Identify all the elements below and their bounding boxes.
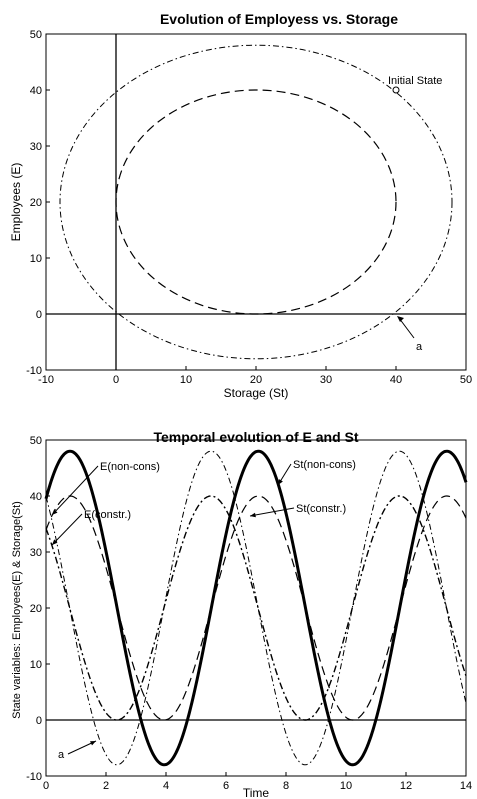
annotation-label: E(non-cons) xyxy=(100,461,160,473)
a-arrow-head xyxy=(397,316,404,322)
chart-2: Temporal evolution of E and St 0 2 4 6 8 10 12… xyxy=(11,429,472,799)
annotation-leader xyxy=(51,513,83,546)
y-tick-label: 0 xyxy=(36,715,42,727)
annotation-arrow-head xyxy=(52,509,58,515)
chart-1-ylabel: Employees (E) xyxy=(9,163,23,242)
chart-2-frame xyxy=(45,439,467,777)
annotation-label: a xyxy=(58,749,65,761)
x-tick-label: 20 xyxy=(250,374,262,386)
annotation-label: St(constr.) xyxy=(296,503,346,515)
series-line-2 xyxy=(45,495,467,721)
initial-state-marker xyxy=(392,86,400,94)
x-tick-label: 14 xyxy=(460,780,472,792)
chart-2-series xyxy=(44,449,468,767)
a-arrow xyxy=(398,317,415,339)
y-tick-label: 50 xyxy=(30,29,42,41)
annotation-leader xyxy=(249,507,295,517)
y-tick-label: 40 xyxy=(30,85,42,97)
x-tick-label: -10 xyxy=(38,374,54,386)
chart-1: Evolution of Employess vs. Storage -10 0 1… xyxy=(9,11,472,400)
chart-1-ticks: -10 0 10 20 30 40 50 -10 0 10 20 30 40 50 xyxy=(26,29,472,386)
y-tick-label: 10 xyxy=(30,659,42,671)
annotation-label: E(constr.) xyxy=(84,509,131,521)
x-tick-label: 40 xyxy=(390,374,402,386)
chart-1-annotations: Initial State a xyxy=(388,75,442,353)
y-tick-label: 30 xyxy=(30,547,42,559)
chart-1-series xyxy=(59,44,453,360)
x-tick-label: 6 xyxy=(223,780,229,792)
annotation-arrow-head xyxy=(52,539,58,545)
y-tick-label: -10 xyxy=(26,771,42,783)
chart-2-title: Temporal evolution of E and St xyxy=(153,429,358,445)
x-tick-label: 10 xyxy=(340,780,352,792)
chart-2-xlabel: Time xyxy=(243,786,270,799)
y-tick-label: 20 xyxy=(30,603,42,615)
y-tick-label: 0 xyxy=(36,309,42,321)
y-tick-label: 40 xyxy=(30,491,42,503)
y-tick-label: 30 xyxy=(30,141,42,153)
x-tick-label: 0 xyxy=(113,374,119,386)
series-ellipse-0 xyxy=(59,44,453,360)
annotation-arrow-head xyxy=(90,741,96,746)
annotation-arrow-head xyxy=(278,479,283,485)
chart-1-xlabel: Storage (St) xyxy=(224,386,289,400)
x-tick-label: 4 xyxy=(163,780,169,792)
y-tick-label: 10 xyxy=(30,253,42,265)
chart-1-title: Evolution of Employess vs. Storage xyxy=(160,11,398,27)
x-tick-label: 8 xyxy=(283,780,289,792)
x-tick-label: 10 xyxy=(180,374,192,386)
annotation-arrow-head xyxy=(250,512,256,518)
initial-state-label: Initial State xyxy=(388,75,442,87)
series-ellipse-1 xyxy=(115,89,397,315)
a-label: a xyxy=(416,341,423,353)
y-tick-label: -10 xyxy=(26,365,42,377)
y-tick-label: 20 xyxy=(30,197,42,209)
x-tick-label: 12 xyxy=(400,780,412,792)
x-tick-label: 30 xyxy=(320,374,332,386)
x-tick-label: 0 xyxy=(43,780,49,792)
x-tick-label: 50 xyxy=(460,374,472,386)
y-tick-label: 50 xyxy=(30,435,42,447)
annotation-label: St(non-cons) xyxy=(293,459,356,471)
series-line-1 xyxy=(45,450,467,766)
series-line-0 xyxy=(44,449,468,767)
series-line-3 xyxy=(45,495,467,721)
x-tick-label: 2 xyxy=(103,780,109,792)
annotation-leader xyxy=(51,465,99,516)
chart-2-ylabel: State variables: Employees(E) & Storage(… xyxy=(11,501,23,719)
chart-2-annotations: E(non-cons) E(constr.) St(non-cons) St(cons… xyxy=(51,459,356,761)
